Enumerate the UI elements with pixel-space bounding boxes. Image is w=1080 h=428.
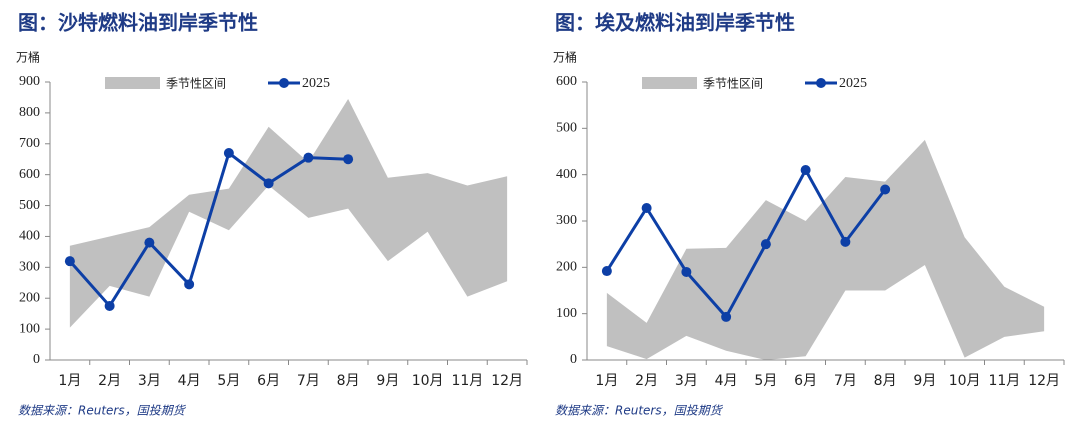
marker [64, 256, 75, 267]
marker [184, 279, 195, 290]
legend-label: 季节性区间 [703, 77, 763, 91]
legend-marker [816, 78, 826, 88]
series-line [605, 166, 887, 320]
x-tick-label: 9月 [376, 373, 399, 389]
marker [800, 165, 811, 176]
x-tick-label: 7月 [834, 373, 857, 389]
y-tick-label: 200 [556, 260, 577, 275]
marker [721, 311, 732, 322]
x-tick-label: 6月 [794, 373, 817, 389]
marker [104, 300, 115, 311]
x-tick-label: 3月 [675, 373, 698, 389]
marker [144, 237, 155, 248]
chart-title: 图：埃及燃料油到岸季节性 [555, 11, 795, 35]
marker [303, 152, 314, 163]
series-line [68, 150, 349, 309]
x-tick-label: 2月 [98, 373, 121, 389]
x-tick-label: 8月 [874, 373, 897, 389]
y-axis-label: 万桶 [553, 50, 577, 65]
y-tick-label: 300 [556, 213, 577, 228]
y-tick-label: 900 [19, 74, 40, 89]
x-tick-label: 3月 [138, 373, 161, 389]
y-axis-label: 万桶 [16, 50, 40, 65]
marker [641, 203, 652, 214]
x-tick-label: 10月 [412, 373, 444, 389]
x-tick-label: 1月 [595, 373, 618, 389]
y-tick-label: 300 [19, 260, 40, 275]
x-tick-label: 8月 [337, 373, 360, 389]
x-tick-label: 7月 [297, 373, 320, 389]
marker [343, 154, 354, 165]
x-tick-label: 5月 [217, 373, 240, 389]
x-tick-label: 10月 [949, 373, 981, 389]
source: 数据来源：Reuters，国投期货 [555, 404, 724, 418]
marker [263, 178, 274, 189]
marker [760, 239, 771, 250]
x-tick-label: 5月 [754, 373, 777, 389]
marker [840, 236, 851, 247]
x-tick-label: 11月 [988, 373, 1020, 389]
y-tick-label: 700 [19, 136, 40, 151]
legend-label: 2025 [302, 76, 330, 91]
y-tick-label: 0 [570, 352, 577, 367]
x-tick-label: 4月 [178, 373, 201, 389]
marker [601, 266, 612, 277]
y-tick-label: 600 [19, 167, 40, 182]
x-tick-label: 12月 [1028, 373, 1060, 389]
x-tick-label: 11月 [451, 373, 483, 389]
y-tick-label: 0 [33, 352, 40, 367]
legend-swatch [642, 77, 697, 89]
y-tick-label: 500 [556, 121, 577, 136]
marker [681, 266, 692, 277]
y-tick-label: 200 [19, 290, 40, 305]
x-tick-label: 4月 [715, 373, 738, 389]
legend-label: 季节性区间 [166, 77, 226, 91]
marker [223, 148, 234, 159]
range-area [69, 98, 508, 328]
y-tick-label: 400 [556, 167, 577, 182]
y-tick-label: 100 [556, 306, 577, 321]
x-tick-label: 6月 [257, 373, 280, 389]
x-tick-label: 9月 [913, 373, 936, 389]
y-tick-label: 800 [19, 105, 40, 120]
x-tick-label: 2月 [635, 373, 658, 389]
legend-marker [279, 78, 289, 88]
y-tick-label: 100 [19, 321, 40, 336]
x-tick-label: 1月 [58, 373, 81, 389]
legend-swatch [105, 77, 160, 89]
y-tick-label: 600 [556, 74, 577, 89]
source: 数据来源：Reuters，国投期货 [18, 404, 187, 418]
y-tick-label: 500 [19, 198, 40, 213]
y-tick-label: 400 [19, 229, 40, 244]
legend-label: 2025 [839, 76, 867, 91]
chart-title: 图：沙特燃料油到岸季节性 [18, 11, 258, 35]
marker [880, 184, 891, 195]
x-tick-label: 12月 [491, 373, 523, 389]
